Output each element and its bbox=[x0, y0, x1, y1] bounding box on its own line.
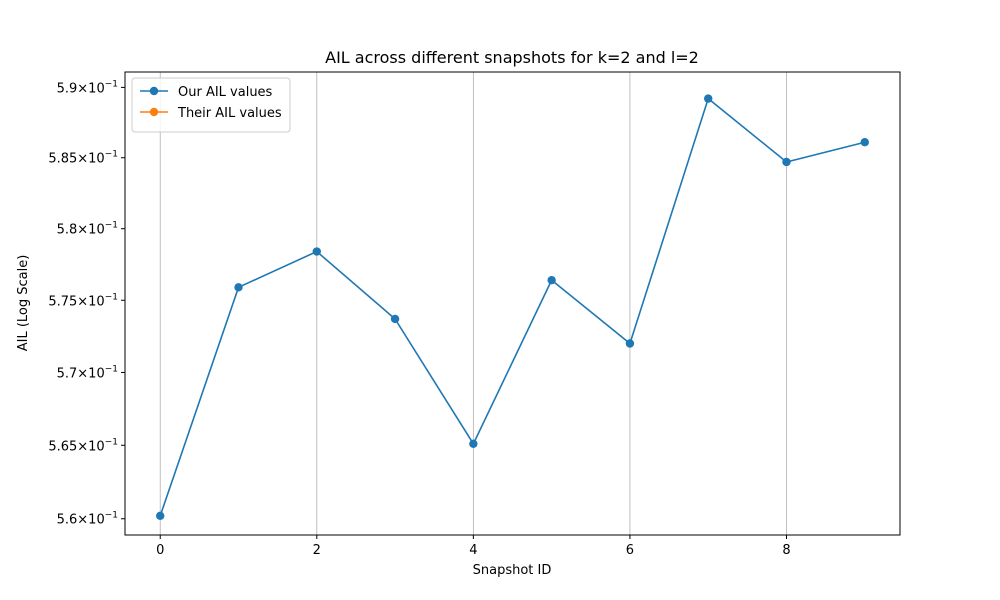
y-tick-label: 5.7×10−1 bbox=[57, 364, 118, 381]
tick-layer: 0 2 4 6 8 5.6×10−1 5.65×10−1 5.7×10−1 5.75×10−1 5… bbox=[48, 79, 790, 558]
data-point bbox=[156, 511, 165, 520]
data-point bbox=[234, 283, 243, 292]
series-layer bbox=[156, 94, 869, 520]
x-tick-label: 0 bbox=[156, 543, 164, 558]
data-point bbox=[625, 339, 635, 348]
y-tick-label: 5.65×10−1 bbox=[48, 437, 118, 454]
y-tick-label: 5.75×10−1 bbox=[48, 292, 118, 309]
series-line bbox=[159, 97, 865, 517]
plot-frame bbox=[124, 71, 901, 536]
data-point bbox=[469, 439, 478, 449]
legend-entry: Our AIL values bbox=[178, 85, 273, 100]
y-tick-label: 5.85×10−1 bbox=[48, 150, 118, 167]
chart-title: AIL across different snapshots for k=2 a… bbox=[325, 48, 699, 67]
grid-layer bbox=[159, 72, 787, 535]
legend-entry: Their AIL values bbox=[177, 106, 282, 121]
x-axis-label: Snapshot ID bbox=[473, 563, 552, 578]
data-point bbox=[547, 275, 556, 285]
x-tick-label: 4 bbox=[469, 543, 477, 558]
legend-marker bbox=[149, 86, 159, 96]
y-axis-label: AIL (Log Scale) bbox=[16, 255, 31, 352]
y-tick-label: 5.8×10−1 bbox=[57, 221, 118, 238]
legend-marker bbox=[149, 107, 159, 117]
data-point bbox=[312, 247, 321, 256]
legend-frame bbox=[131, 77, 291, 133]
x-tick-label: 6 bbox=[626, 543, 634, 558]
y-tick-label: 5.6×10−1 bbox=[57, 511, 118, 528]
legend: Our AIL values Their AIL values bbox=[131, 77, 291, 133]
x-tick-label: 8 bbox=[782, 543, 790, 558]
x-tick-label: 2 bbox=[313, 543, 321, 558]
data-point bbox=[860, 138, 869, 147]
y-tick-label: 5.9×10−1 bbox=[57, 79, 118, 96]
data-point bbox=[704, 94, 713, 103]
data-point bbox=[782, 157, 791, 167]
data-point bbox=[390, 314, 400, 324]
